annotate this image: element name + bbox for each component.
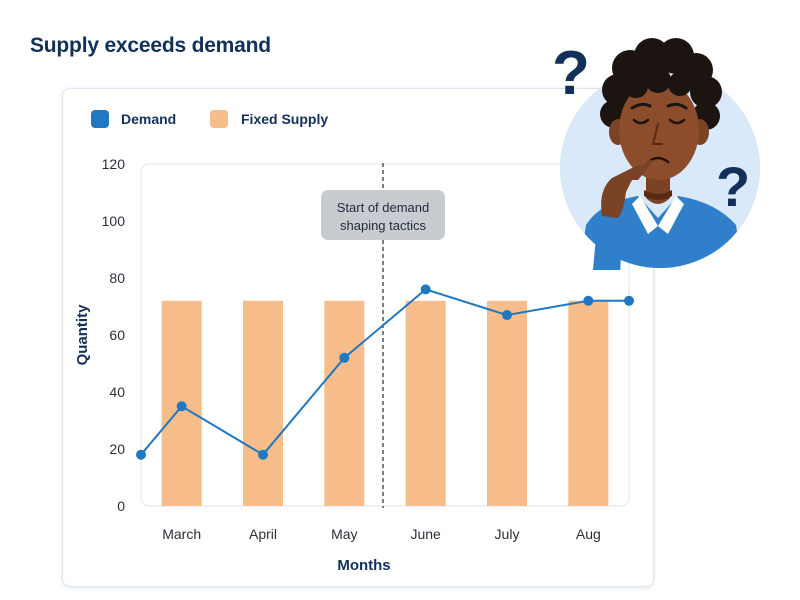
confused-person-illustration: ? ? bbox=[552, 38, 760, 270]
annotation-callout: Start of demand shaping tactics bbox=[321, 190, 445, 240]
y-tick-label: 120 bbox=[102, 156, 126, 172]
demand-point bbox=[583, 295, 594, 306]
y-tick-label: 40 bbox=[109, 384, 125, 400]
demand-point bbox=[136, 449, 146, 460]
supply-bar bbox=[487, 300, 527, 506]
question-mark-icon: ? bbox=[552, 39, 590, 108]
supply-bars bbox=[161, 300, 609, 506]
demand-point bbox=[624, 295, 634, 306]
demand-point bbox=[176, 401, 187, 412]
x-tick-label: April bbox=[249, 526, 277, 542]
x-tick-label: May bbox=[331, 526, 357, 542]
question-mark-icon: ? bbox=[716, 155, 750, 218]
legend-swatch-demand bbox=[91, 110, 109, 128]
demand-line bbox=[140, 288, 629, 456]
eye-right bbox=[668, 118, 686, 125]
annotation-line-1: Start of demand bbox=[337, 200, 430, 215]
y-tick-label: 60 bbox=[109, 327, 125, 343]
demand-point bbox=[420, 284, 431, 295]
nose bbox=[652, 123, 663, 145]
finger bbox=[630, 159, 652, 180]
sleeve bbox=[592, 216, 622, 270]
legend-swatch-supply bbox=[210, 110, 228, 128]
page-title: Supply exceeds demand bbox=[30, 34, 271, 57]
y-axis-title: Quantity bbox=[74, 304, 91, 365]
demand-point bbox=[258, 449, 268, 460]
collar-left bbox=[632, 196, 658, 234]
eyebrow-right bbox=[666, 102, 688, 110]
eye-left bbox=[632, 118, 650, 125]
supply-bar bbox=[568, 300, 609, 506]
demand-point bbox=[339, 352, 350, 363]
y-axis: 0 20 40 60 80 100 120 bbox=[102, 156, 126, 514]
x-tick-label: July bbox=[495, 526, 520, 542]
x-tick-label: March bbox=[162, 526, 201, 542]
collar-right bbox=[658, 196, 684, 234]
y-tick-label: 0 bbox=[117, 498, 125, 514]
y-tick-label: 100 bbox=[102, 213, 126, 229]
x-axis: March April May June July Aug bbox=[162, 526, 601, 542]
supply-bar bbox=[324, 300, 365, 506]
supply-bar bbox=[243, 300, 283, 506]
chart: Demand Fixed Supply 0 20 40 60 80 100 120 Marc… bbox=[74, 110, 634, 574]
demand-series bbox=[136, 284, 634, 460]
legend-label-demand: Demand bbox=[121, 111, 176, 127]
demand-point bbox=[502, 310, 512, 321]
y-tick-label: 20 bbox=[109, 441, 125, 457]
supply-bar bbox=[405, 300, 446, 506]
annotation-line-2: shaping tactics bbox=[340, 218, 426, 233]
annotation-box bbox=[321, 190, 445, 240]
hair bbox=[600, 38, 722, 130]
legend-label-supply: Fixed Supply bbox=[241, 111, 328, 127]
eyebrow-left bbox=[630, 102, 652, 110]
chart-card: Demand Fixed Supply 0 20 40 60 80 100 120 Marc… bbox=[62, 88, 654, 587]
x-tick-label: June bbox=[410, 526, 441, 542]
legend: Demand Fixed Supply bbox=[91, 110, 328, 128]
necklace bbox=[644, 190, 672, 200]
x-tick-label: Aug bbox=[576, 526, 601, 542]
x-axis-title: Months bbox=[337, 557, 390, 574]
y-tick-label: 80 bbox=[109, 270, 125, 286]
